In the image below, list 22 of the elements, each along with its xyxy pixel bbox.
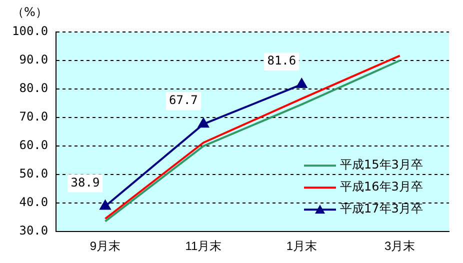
x-tick-label: 1月末	[286, 239, 318, 254]
y-tick-label: 90.0	[19, 52, 48, 67]
x-tick-label: 3月末	[384, 239, 416, 254]
x-tick-label: 9月末	[90, 239, 121, 254]
point	[198, 118, 209, 128]
y-tick-label: 30.0	[19, 224, 48, 238]
legend-label: 平成15年3月卒	[340, 158, 423, 172]
y-tick-label: 80.0	[19, 81, 48, 96]
data-label: 38.9	[70, 175, 100, 190]
y-tick-label: 40.0	[19, 195, 48, 210]
legend-label: 平成17年3月卒	[340, 202, 423, 216]
legend-label: 平成16年3月卒	[340, 180, 423, 194]
data-label: 67.7	[169, 93, 198, 108]
x-tick-label: 11月末	[185, 239, 222, 254]
y-tick-label: 100.0	[12, 24, 48, 38]
y-tick-label: 70.0	[19, 110, 48, 124]
y-axis-title: （%）	[12, 4, 48, 21]
point	[296, 78, 307, 88]
data-label: 81.6	[267, 54, 296, 68]
point	[100, 200, 111, 210]
y-tick-label: 50.0	[19, 166, 48, 181]
y-tick-label: 60.0	[19, 138, 48, 152]
